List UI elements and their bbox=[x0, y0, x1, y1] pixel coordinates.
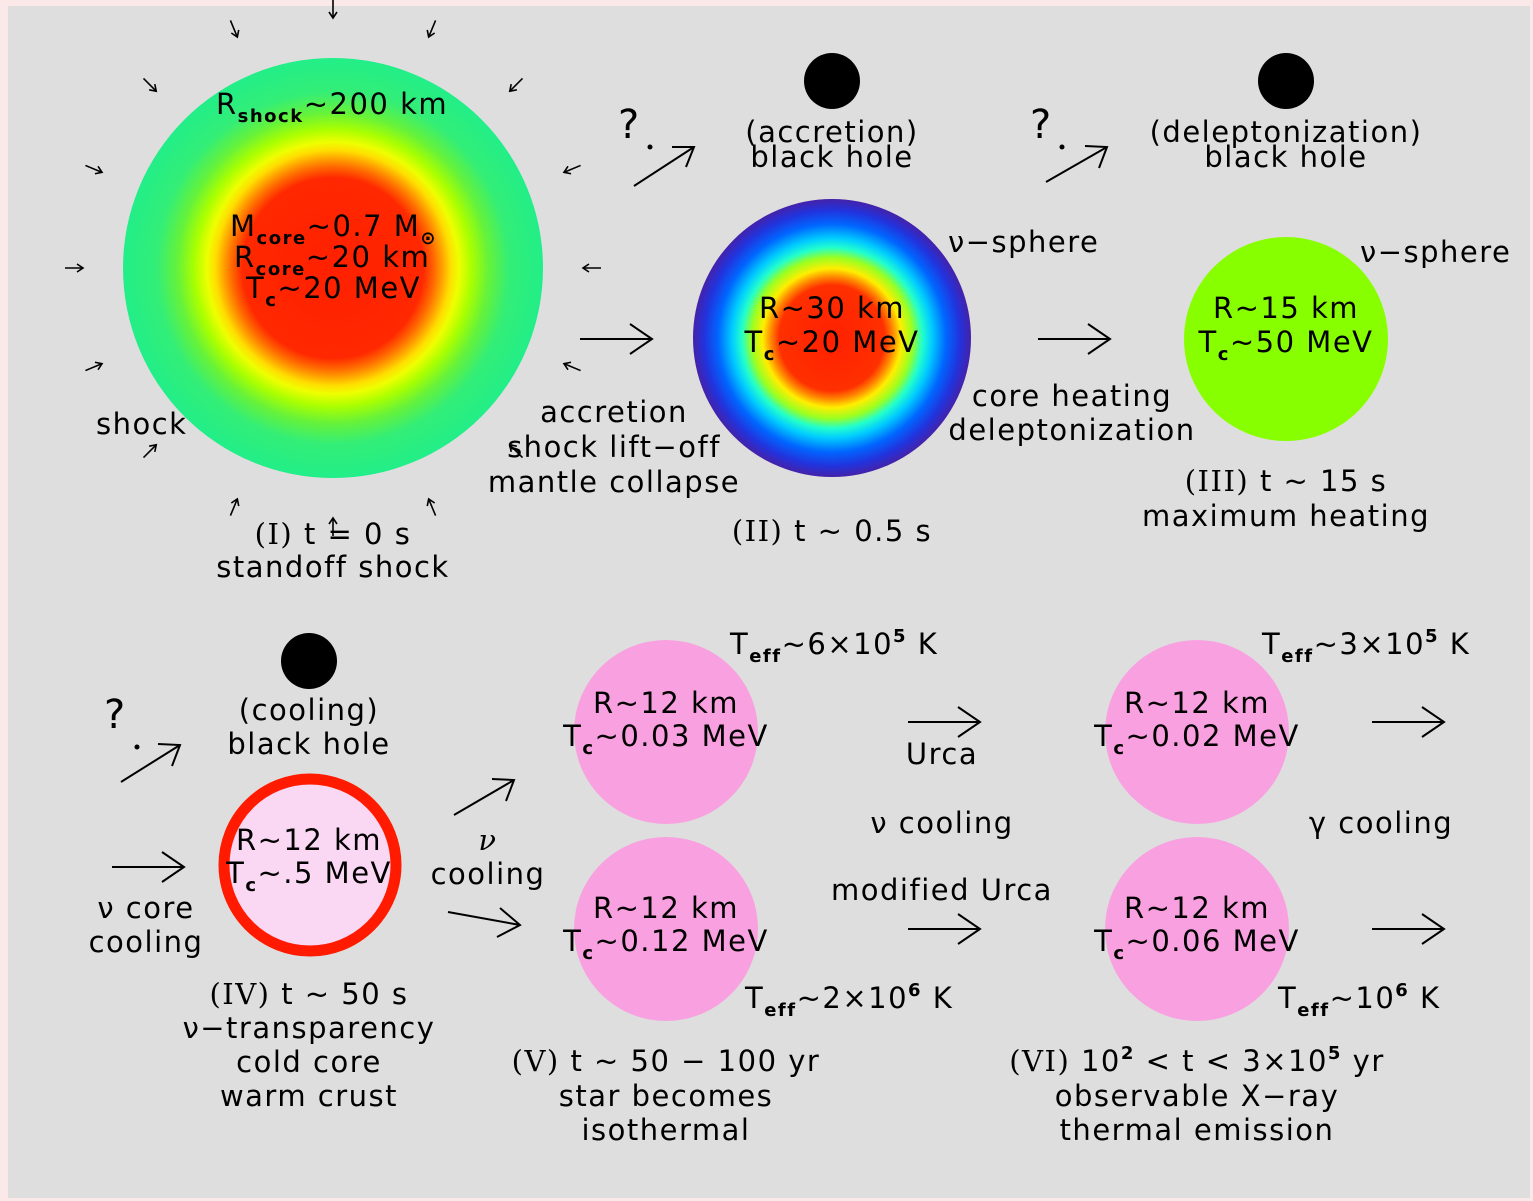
transition-ii-iii: core heating deleptonization bbox=[948, 324, 1195, 447]
stage-i-time: (I) t = 0 s bbox=[255, 517, 412, 551]
arrow-branch-up bbox=[454, 779, 514, 815]
modified-urca-label: modified Urca bbox=[831, 873, 1053, 907]
stage-vi-time: (VI) 102 < t < 3×105 yr bbox=[1009, 1043, 1385, 1078]
radius-label-vi-top: R~12 km bbox=[1124, 686, 1270, 720]
arrow-i-ii bbox=[580, 324, 652, 354]
branch-nu-label: ν bbox=[478, 823, 497, 857]
branch-cooling-label: cooling bbox=[431, 857, 546, 891]
radius-label-ii: R~30 km bbox=[759, 291, 905, 325]
arrow-branch-down bbox=[448, 908, 520, 937]
bh-arrow-iv bbox=[121, 744, 180, 782]
gamma-cooling-label: γ cooling bbox=[1309, 806, 1453, 840]
stage-iii-time: (III) t ~ 15 s bbox=[1185, 464, 1388, 498]
branch-iv-v: ν cooling bbox=[431, 779, 546, 937]
bh-label-iii-2: black hole bbox=[1204, 140, 1367, 174]
stage-vi-desc-1: observable X−ray bbox=[1055, 1079, 1340, 1113]
transition-label-core-heating: core heating bbox=[972, 379, 1172, 413]
teff-label-vi-top: Teff~3×105 K bbox=[1261, 626, 1470, 667]
radius-label-iii: R~15 km bbox=[1213, 291, 1359, 325]
transition-label-collapse: mantle collapse bbox=[488, 465, 740, 499]
stage-v-desc-2: isothermal bbox=[582, 1113, 751, 1147]
question-mark-iv: ? bbox=[104, 692, 127, 738]
arrow-vi-out-bottom bbox=[1372, 914, 1444, 944]
question-mark-iii: ? bbox=[1030, 102, 1053, 148]
urca-label: Urca bbox=[906, 737, 978, 771]
stage-iv-desc-3: warm crust bbox=[220, 1079, 398, 1113]
stage-v-desc-1: star becomes bbox=[559, 1079, 774, 1113]
arrow-v-vi-bottom bbox=[908, 914, 980, 944]
shock-label: shock bbox=[96, 407, 187, 441]
black-hole-iv bbox=[281, 633, 337, 689]
bh-arrow-ii bbox=[634, 147, 694, 186]
stage-ii-time: (II) t ~ 0.5 s bbox=[732, 514, 932, 548]
nu-core-cooling-label: cooling bbox=[89, 925, 204, 959]
stage-iv: (cooling) black hole ? R~12 km Tc~.5 MeV… bbox=[89, 633, 436, 1113]
stage-vi: R~12 km Tc~0.02 MeV Teff~3×105 K R~12 km… bbox=[1009, 626, 1470, 1147]
stage-i-desc: standoff shock bbox=[216, 550, 449, 584]
nu-sphere-label-ii: ν−sphere bbox=[948, 225, 1099, 259]
nu-cooling-label: ν cooling bbox=[870, 806, 1013, 840]
transition-label-accretion: accretion bbox=[540, 395, 688, 429]
transition-v-vi: Urca ν cooling modified Urca bbox=[831, 707, 1053, 944]
teff-label-v-top: Teff~6×105 K bbox=[729, 626, 938, 667]
nu-sphere-label-iii: ν−sphere bbox=[1360, 235, 1511, 269]
question-dot-iv bbox=[135, 745, 140, 750]
bh-label-iv-2: black hole bbox=[227, 727, 390, 761]
bh-label-iv: (cooling) bbox=[239, 693, 379, 727]
black-hole-ii bbox=[804, 53, 860, 109]
transition-label-lift-off: shock lift−off bbox=[507, 430, 721, 464]
radius-label-vi-bottom: R~12 km bbox=[1124, 891, 1270, 925]
arrow-ii-iii bbox=[1038, 324, 1110, 354]
stage-iv-desc-2: cold core bbox=[236, 1045, 382, 1079]
nu-core-label: ν core bbox=[97, 891, 194, 925]
teff-label-v-bottom: Teff~2×106 K bbox=[744, 980, 953, 1021]
question-dot-iii bbox=[1060, 145, 1065, 150]
stage-iii: R~15 km Tc~50 MeV ν−sphere (deleptonizat… bbox=[1030, 53, 1511, 533]
transition-label-deleptonization: deleptonization bbox=[948, 413, 1195, 447]
teff-label-vi-bottom: Teff~106 K bbox=[1277, 980, 1441, 1021]
radius-label-v-bottom: R~12 km bbox=[593, 891, 739, 925]
bh-arrow-iii bbox=[1046, 146, 1107, 182]
stage-v-time: (V) t ~ 50 − 100 yr bbox=[512, 1044, 821, 1078]
bh-label-ii-2: black hole bbox=[750, 140, 913, 174]
radius-label-v-top: R~12 km bbox=[593, 686, 739, 720]
stage-vi-desc-2: thermal emission bbox=[1060, 1113, 1335, 1147]
stage-iv-desc-1: ν−transparency bbox=[183, 1011, 436, 1045]
black-hole-iii bbox=[1258, 53, 1314, 109]
question-dot-ii bbox=[648, 145, 653, 150]
arrow-vi-out-top bbox=[1372, 707, 1444, 737]
question-mark-ii: ? bbox=[618, 102, 641, 148]
stage-iv-time: (IV) t ~ 50 s bbox=[209, 977, 408, 1011]
stage-iii-desc: maximum heating bbox=[1142, 499, 1430, 533]
arrow-into-iv bbox=[112, 852, 184, 882]
arrow-v-vi-top bbox=[908, 707, 980, 737]
radius-label-iv: R~12 km bbox=[236, 823, 382, 857]
